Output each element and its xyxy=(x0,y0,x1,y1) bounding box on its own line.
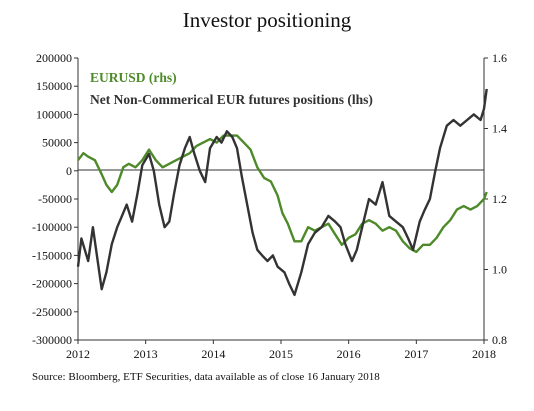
right-tick-label: 1.0 xyxy=(492,263,507,277)
x-axis-ticks: 2012 2013 2014 2015 2016 2017 2018 xyxy=(66,340,496,361)
left-tick-label: 150000 xyxy=(36,79,72,93)
right-tick-label: 0.8 xyxy=(492,333,507,347)
right-axis-ticks: 1.6 1.4 1.2 1.0 0.8 xyxy=(484,51,507,347)
right-tick-label: 1.2 xyxy=(492,192,507,206)
x-tick-label: 2018 xyxy=(472,347,496,361)
x-tick-label: 2013 xyxy=(134,347,158,361)
x-tick-label: 2012 xyxy=(66,347,90,361)
left-tick-label: 0 xyxy=(66,164,72,178)
source-note: Source: Bloomberg, ETF Securities, data … xyxy=(32,371,380,383)
left-tick-label: -250000 xyxy=(32,305,72,319)
series-line-net-positions xyxy=(76,88,488,297)
chart-title: Investor positioning xyxy=(182,8,352,32)
left-tick-label: -150000 xyxy=(32,248,72,262)
legend: EURUSD (rhs) Net Non-Commerical EUR futu… xyxy=(90,70,373,107)
right-tick-label: 1.6 xyxy=(492,51,507,65)
left-tick-label: 100000 xyxy=(36,107,72,121)
left-tick-label: -300000 xyxy=(32,333,72,347)
right-tick-label: 1.4 xyxy=(492,122,507,136)
left-tick-label: 50000 xyxy=(42,136,72,150)
x-tick-label: 2014 xyxy=(201,347,225,361)
x-tick-label: 2015 xyxy=(269,347,293,361)
left-axis-ticks: 200000 150000 100000 50000 0 -50000 -100000 -15… xyxy=(32,51,78,347)
x-tick-label: 2016 xyxy=(337,347,361,361)
left-tick-label: -50000 xyxy=(38,192,72,206)
legend-item-eurusd: EURUSD (rhs) xyxy=(90,70,177,85)
left-tick-label: -100000 xyxy=(32,220,72,234)
left-tick-label: 200000 xyxy=(36,51,72,65)
series-line-eurusd xyxy=(77,134,488,254)
x-tick-label: 2017 xyxy=(404,347,428,361)
series-layer xyxy=(76,88,488,297)
left-tick-label: -200000 xyxy=(32,277,72,291)
legend-item-net-positions: Net Non-Commerical EUR futures positions… xyxy=(90,92,373,107)
